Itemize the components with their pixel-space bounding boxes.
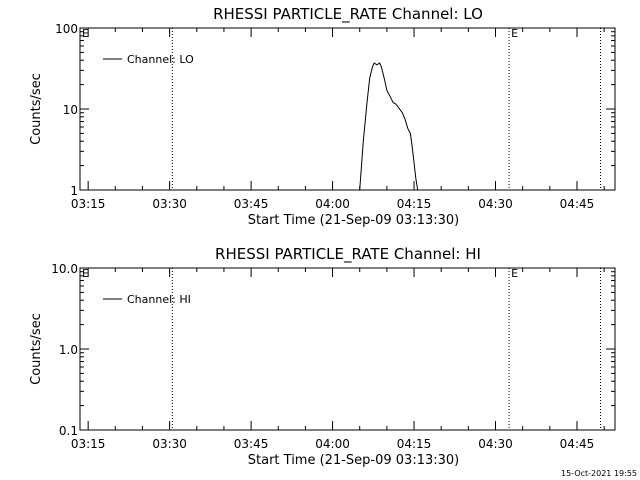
y-axis: 1 10 100 [55,22,615,198]
y-tick-label: 0.1 [59,424,78,438]
x-tick-label: 03:15 [71,197,106,211]
chart-title: RHESSI PARTICLE_RATE Channel: HI [215,245,481,264]
y-axis-label: Counts/sec [29,73,44,145]
y-tick-label: 1.0 [59,343,78,357]
x-tick-label: 04:30 [478,437,513,451]
chart-title: RHESSI PARTICLE_RATE Channel: LO [213,5,483,24]
x-tick-label: 03:15 [71,437,106,451]
event-marker-label: E [511,267,518,280]
x-tick-label: 03:45 [234,437,269,451]
y-axis: 0.1 1.0 10.0 [51,262,615,438]
event-marker-label: E [511,27,518,40]
legend-entry: Channel: LO [127,53,194,66]
y-tick-label: 10.0 [51,262,78,276]
x-tick-label: 03:30 [152,437,187,451]
legend: Channel: LO [103,53,194,66]
y-tick-label: 100 [55,22,78,36]
x-tick-label: 03:45 [234,197,269,211]
x-tick-label: 04:45 [560,437,595,451]
x-axis-label: Start Time (21-Sep-09 03:13:30) [248,213,459,228]
y-axis-label: Counts/sec [29,313,44,385]
x-axis: 03:15 03:30 03:45 04:00 04:15 04:30 04:45 [71,268,605,451]
x-axis: 03:15 03:30 03:45 04:00 04:15 04:30 04:45 [71,28,605,211]
x-tick-label: 04:00 [315,437,350,451]
x-tick-label: 03:30 [152,197,187,211]
x-tick-label: 04:15 [397,197,432,211]
x-tick-label: 04:45 [560,197,595,211]
y-tick-label: 1 [70,184,78,198]
event-marker-label: E [82,27,89,40]
y-tick-label: 10 [63,103,78,117]
legend: Channel: HI [103,293,191,306]
x-tick-label: 04:00 [315,197,350,211]
series-line-1 [359,62,419,190]
event-marker-label: E [82,267,89,280]
generation-timestamp: 15-Oct-2021 19:55 [561,469,637,478]
x-axis-label: Start Time (21-Sep-09 03:13:30) [248,453,459,468]
x-tick-label: 04:15 [397,437,432,451]
x-tick-label: 04:30 [478,197,513,211]
legend-entry: Channel: HI [127,293,191,306]
